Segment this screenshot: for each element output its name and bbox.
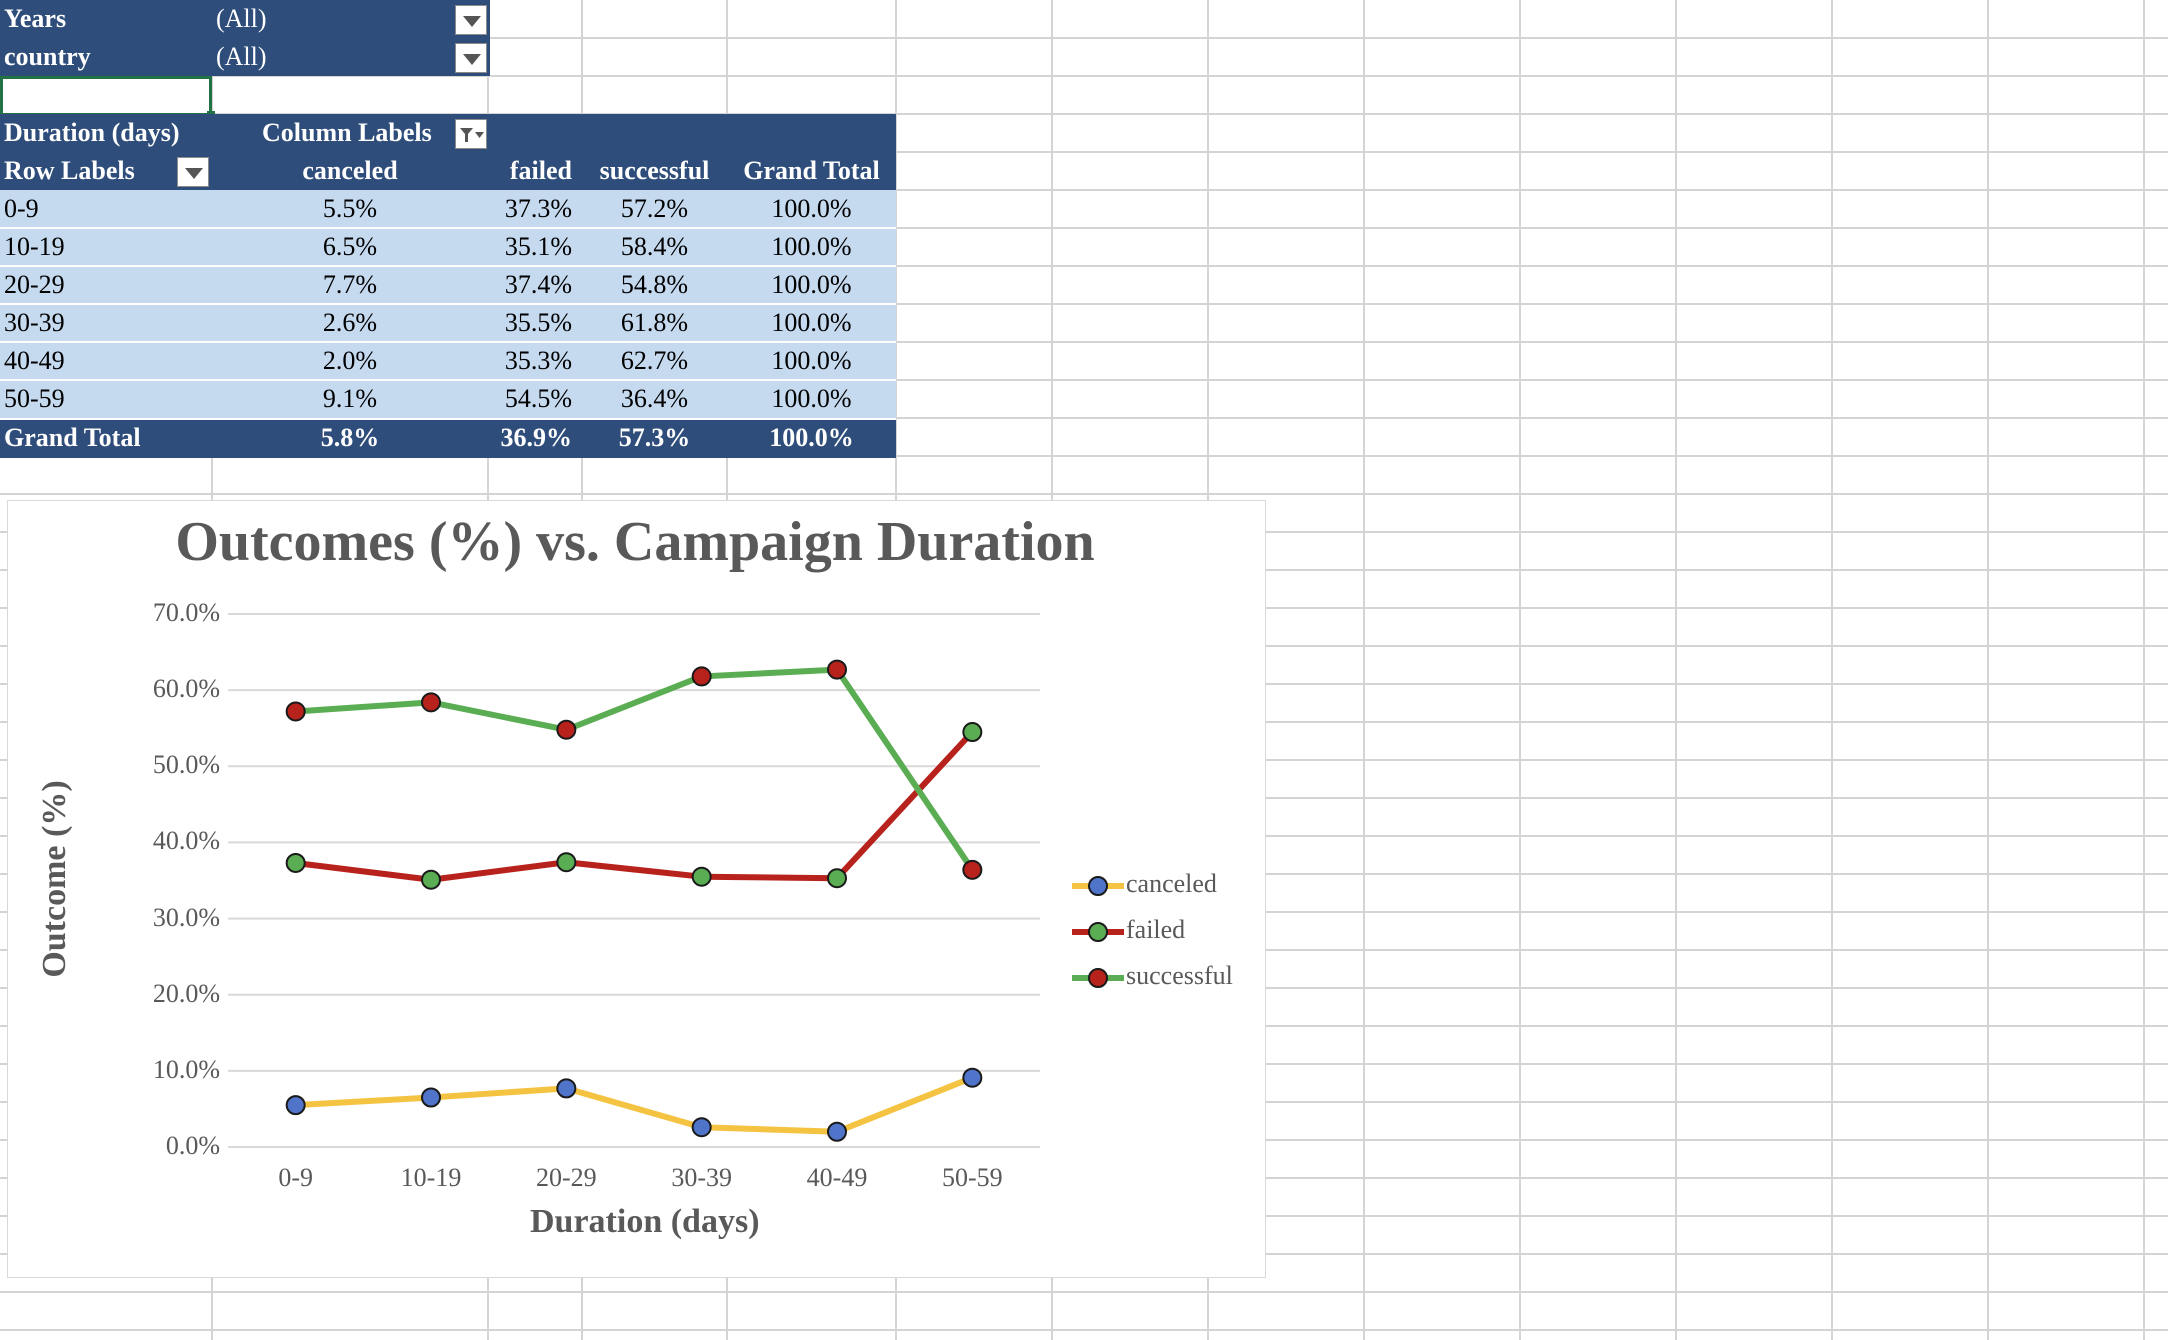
y-tick-label: 0.0%	[165, 1131, 220, 1160]
cell-failed[interactable]: 35.5%	[504, 308, 572, 337]
legend-label: successful	[1126, 961, 1233, 990]
cell-canceled[interactable]: 9.1%	[322, 384, 378, 413]
years-filter-dropdown-button[interactable]	[455, 5, 487, 35]
cell-successful[interactable]: 36.4%	[620, 384, 689, 413]
row-divider	[0, 227, 896, 229]
dropdown-arrow-icon	[463, 16, 481, 27]
cell-canceled[interactable]: 2.6%	[322, 308, 378, 337]
cell-grand-total[interactable]: 100.0%	[771, 384, 852, 413]
y-tick-label: 40.0%	[152, 826, 220, 856]
cell-successful[interactable]: 61.8%	[620, 308, 689, 337]
grand-total-failed[interactable]: 36.9%	[500, 423, 573, 452]
country-filter-dropdown-button[interactable]	[455, 43, 487, 73]
y-tick-label: 10.0%	[152, 1054, 220, 1084]
chart-title: Outcomes (%) vs. Campaign Duration	[175, 511, 1095, 573]
grand-total-successful[interactable]: 57.3%	[618, 423, 691, 452]
grand-total-label[interactable]: Grand Total	[4, 423, 141, 452]
column-labels-header: Column Labels	[262, 118, 432, 147]
grand-total-grand-total[interactable]: 100.0%	[769, 423, 854, 452]
cell-failed[interactable]: 35.1%	[504, 232, 572, 261]
legend-label: canceled	[1126, 869, 1217, 898]
grand-total-row	[0, 418, 896, 458]
cell-grand-total[interactable]: 100.0%	[771, 194, 852, 223]
legend-label: failed	[1126, 915, 1186, 944]
column-header-failed: failed	[509, 156, 572, 185]
column-header-canceled: canceled	[302, 156, 398, 185]
y-tick-label: 70.0%	[152, 598, 220, 627]
cell-failed[interactable]: 37.3%	[504, 194, 572, 223]
y-tick-label: 60.0%	[152, 674, 220, 704]
row-divider	[0, 379, 896, 381]
row-divider	[0, 265, 896, 267]
filter-label-country: country	[4, 42, 91, 71]
dropdown-arrow-icon	[463, 54, 481, 65]
row-label-50-59[interactable]: 50-59	[4, 384, 65, 413]
filter-label-years: Years	[4, 4, 67, 33]
grand-total-canceled[interactable]: 5.8%	[320, 423, 380, 452]
filter-value-years[interactable]: (All)	[216, 4, 267, 33]
column-header-successful: successful	[599, 156, 710, 185]
row-labels-header: Row Labels	[4, 156, 135, 185]
cell-canceled[interactable]: 7.7%	[322, 270, 378, 299]
cell-successful[interactable]: 54.8%	[620, 270, 689, 299]
y-tick-label: 30.0%	[152, 902, 220, 932]
x-tick-label: 0-9	[278, 1163, 313, 1192]
x-tick-label: 40-49	[806, 1163, 868, 1192]
y-tick-label: 50.0%	[152, 750, 220, 780]
x-tick-label: 20-29	[535, 1163, 597, 1192]
selected-cell[interactable]	[0, 76, 212, 116]
row-labels-filter-button[interactable]	[177, 157, 209, 187]
cell-canceled[interactable]: 2.0%	[322, 346, 378, 375]
chart-container[interactable]	[7, 500, 1266, 1278]
x-axis-title: Duration (days)	[530, 1203, 760, 1240]
cell-successful[interactable]: 57.2%	[620, 194, 689, 223]
y-tick-label: 20.0%	[152, 978, 220, 1008]
row-label-30-39[interactable]: 30-39	[4, 308, 65, 337]
filter-area	[0, 0, 490, 76]
x-tick-label: 10-19	[400, 1163, 462, 1192]
row-label-40-49[interactable]: 40-49	[4, 346, 65, 375]
row-label-10-19[interactable]: 10-19	[4, 232, 65, 261]
cell-grand-total[interactable]: 100.0%	[771, 270, 852, 299]
cell-failed[interactable]: 37.4%	[504, 270, 572, 299]
x-tick-label: 50-59	[941, 1163, 1003, 1192]
row-label-20-29[interactable]: 20-29	[4, 270, 65, 299]
dropdown-arrow-icon	[185, 168, 203, 179]
cell-canceled[interactable]: 5.5%	[322, 194, 378, 223]
row-label-0-9[interactable]: 0-9	[4, 194, 39, 223]
filter-value-country[interactable]: (All)	[216, 42, 267, 71]
cell-grand-total[interactable]: 100.0%	[771, 346, 852, 375]
y-axis-title: Outcome (%)	[36, 780, 73, 978]
row-divider	[0, 303, 896, 305]
cell-successful[interactable]: 62.7%	[620, 346, 689, 375]
column-header-grand-total: Grand Total	[743, 156, 880, 185]
row-divider	[0, 341, 896, 343]
pivot-value-header: Duration (days)	[4, 118, 180, 147]
cell-successful[interactable]: 58.4%	[620, 232, 689, 261]
cell-failed[interactable]: 35.3%	[504, 346, 572, 375]
cell-grand-total[interactable]: 100.0%	[771, 232, 852, 261]
filter-dropdown-icon	[460, 128, 484, 142]
x-tick-label: 30-39	[671, 1163, 732, 1192]
cell-canceled[interactable]: 6.5%	[322, 232, 378, 261]
column-labels-filter-button[interactable]	[455, 119, 487, 149]
cell-grand-total[interactable]: 100.0%	[771, 308, 852, 337]
pivot-header-block	[0, 114, 896, 190]
cell-failed[interactable]: 54.5%	[504, 384, 572, 413]
